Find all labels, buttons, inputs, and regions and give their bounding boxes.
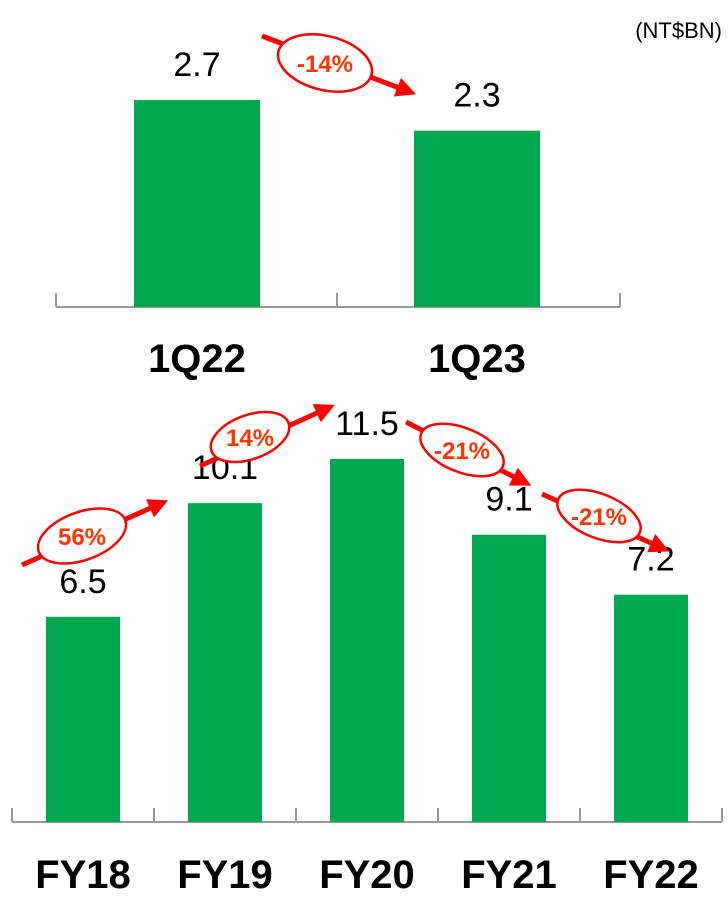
data-label: 11.5 [335,405,399,443]
category-label: FY22 [603,853,699,897]
bar-q-0 [134,100,260,307]
change-badge [36,507,128,565]
category-label: 1Q22 [148,337,246,381]
category-label: FY18 [35,853,131,897]
change-annotation: -21% [404,419,532,486]
bar-fy-0 [46,616,120,822]
change-annotation: -21% [540,488,670,553]
data-label: 9.1 [485,481,532,519]
change-label: 14% [226,425,274,452]
data-label: 2.7 [173,46,220,84]
bar-fy-2 [330,458,404,822]
change-label: -21% [434,438,490,465]
change-badge [276,33,374,93]
category-label: FY19 [177,853,273,897]
bar-fy-3 [472,534,546,822]
change-badge [419,422,505,478]
change-label: -21% [571,504,627,531]
change-annotation: 56% [20,499,169,568]
change-annotation: 14% [198,404,335,469]
category-label: 1Q23 [428,337,526,381]
chart-quarterly: 2.7 1Q22 2.3 1Q23 -14% [55,33,621,381]
change-annotation: -14% [261,33,417,97]
category-label: FY21 [461,853,557,897]
change-label: -14% [297,51,353,78]
unit-label: (NT$BN) [635,18,722,43]
data-label: 2.3 [453,77,500,115]
data-label: 6.5 [59,563,106,601]
change-badge [556,488,642,544]
bar-q-1 [414,130,540,307]
bar-fy-1 [188,503,262,822]
category-label: FY20 [319,853,415,897]
data-label: 7.2 [627,541,674,579]
chart-annual: 6.5FY1810.1FY1911.5FY209.1FY217.2FY2256%… [11,404,723,897]
bar-fy-4 [614,594,688,822]
change-badge [209,410,291,464]
change-label: 56% [58,524,106,551]
